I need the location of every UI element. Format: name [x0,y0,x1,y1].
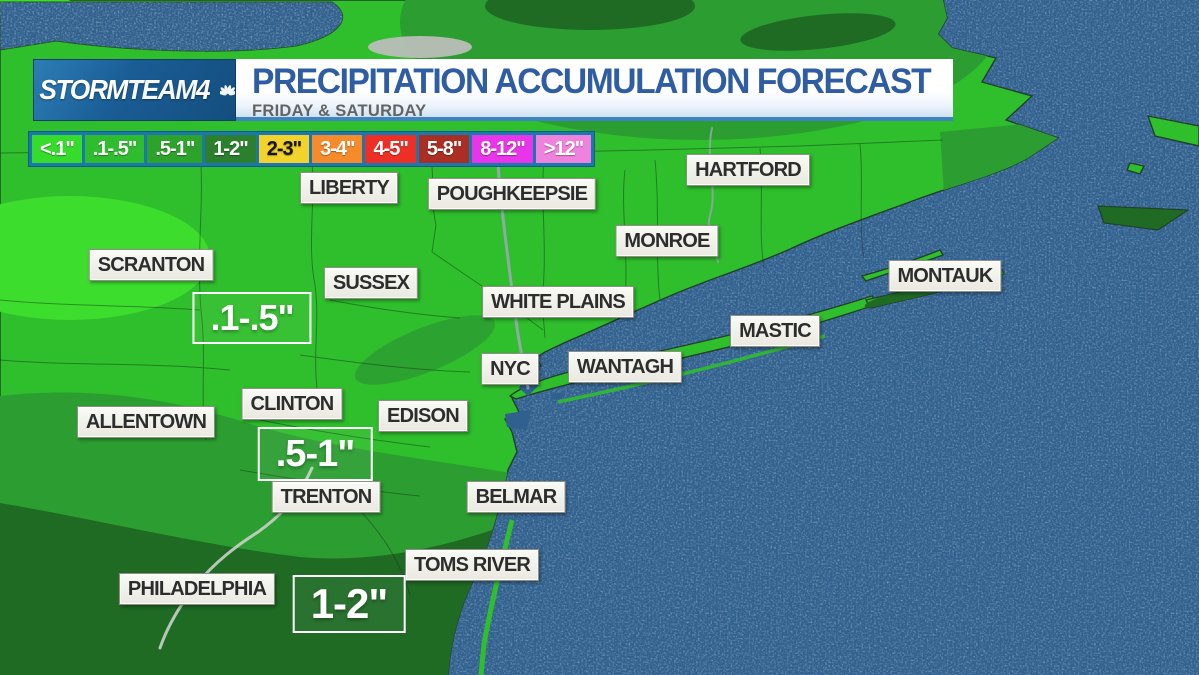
zone-half-one-nyc [354,315,496,385]
legend-chip: >12" [535,135,592,163]
stormteam4-logo: STORMTEAM4 [33,59,236,121]
city-label: ALLENTOWN [76,406,216,438]
city-label: HARTFORD [686,154,810,186]
zone-amount-label: .1-.5" [192,292,312,344]
city-label: EDISON [378,400,468,432]
legend-bar: <.1" .1-.5" .5-1" 1-2" 2-3" 3-4" 4-5" 5-8" 8-12"… [28,131,596,167]
nbc-peacock-icon [219,85,235,96]
vineyard-island [1097,205,1190,231]
legend-chip: 2-3" [258,135,310,163]
zone-under-tenth [0,196,210,320]
city-label: PHILADELPHIA [118,573,276,605]
small-island [1126,162,1146,175]
city-label: TOMS RIVER [404,549,540,581]
page-subtitle: FRIDAY & SATURDAY [252,101,427,120]
legend-chip: 8-12" [472,135,533,163]
city-label: TRENTON [271,481,381,513]
city-label: SUSSEX [323,267,419,299]
legend-chip: 4-5" [365,135,416,163]
legend-chip: 1-2" [205,135,256,163]
city-label: SCRANTON [88,249,214,281]
page-title: PRECIPITATION ACCUMULATION FORECAST [252,62,932,101]
zone-one-two-blob-1 [485,0,695,30]
logo-text: STORMTEAM4 [39,74,210,105]
terrain-gray-patch [368,36,472,58]
zone-one-two-blob-2 [740,13,896,51]
city-label: MONTAUK [888,260,1002,292]
title-box: PRECIPITATION ACCUMULATION FORECAST FRID… [236,59,953,121]
rhode-island-arm [1146,115,1199,147]
city-label: BELMAR [466,481,566,513]
city-label: LIBERTY [300,172,398,204]
legend-chip: <.1" [32,135,82,163]
zone-amount-label: 1-2" [292,575,406,633]
city-label: NYC [481,353,539,385]
legend-chip: .1-.5" [84,135,145,163]
header-bar: STORMTEAM4 PRECIPITATION ACCUMULATION FO… [33,59,953,121]
city-label: POUGHKEEPSIE [427,178,597,210]
legend-chip: 5-8" [418,135,470,163]
city-label: WHITE PLAINS [482,286,634,318]
nj-barrier-island [478,519,515,675]
city-label: WANTAGH [567,351,683,383]
zone-amount-label: .5-1" [257,427,373,481]
zone-one-two-li-2 [864,289,940,309]
legend-chip: .5-1" [147,135,203,163]
legend-chip: 3-4" [312,135,363,163]
zone-one-two-south [0,503,560,675]
city-label: CLINTON [241,388,343,420]
city-label: MONROE [615,225,719,257]
city-label: MASTIC [730,315,820,347]
